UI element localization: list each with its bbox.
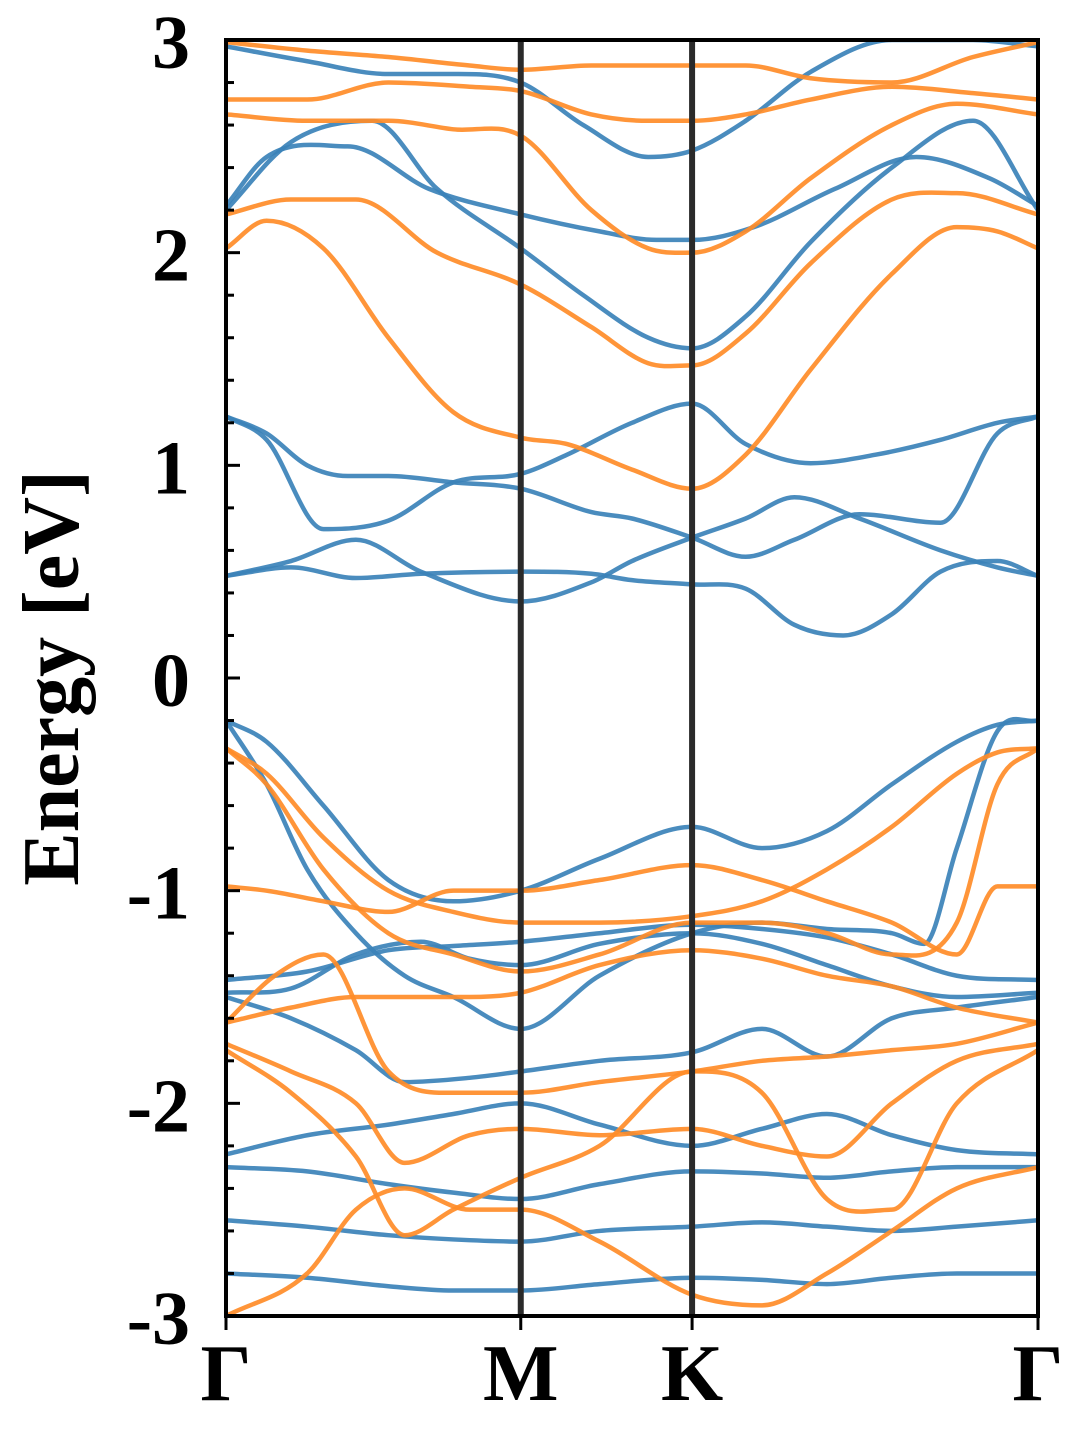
y-tick-label: -1 xyxy=(127,852,190,936)
band-line-orange-9 xyxy=(226,190,1038,369)
band-line-blue-7 xyxy=(226,40,1038,160)
x-tick-label: M xyxy=(483,1330,559,1418)
band-line-orange-27 xyxy=(226,1041,1038,1166)
x-tick-label: Γ xyxy=(201,1330,252,1418)
x-tick-label: Γ xyxy=(1013,1330,1064,1418)
band-line-blue-2 xyxy=(226,414,1038,560)
y-tick-label: -2 xyxy=(127,1064,190,1148)
band-line-orange-24 xyxy=(226,745,1038,974)
band-line-orange-29 xyxy=(226,1164,1038,1316)
band-line-blue-21 xyxy=(226,1271,1038,1293)
plot-frame xyxy=(224,38,1040,1318)
band-line-orange-8 xyxy=(226,218,1038,491)
y-axis-title: Energy [eV] xyxy=(8,470,96,885)
band-line-blue-13 xyxy=(226,718,1038,904)
band-line-orange-25 xyxy=(226,947,1038,1025)
band-line-orange-26 xyxy=(226,952,1038,1095)
band-line-blue-5 xyxy=(226,142,1038,243)
band-line-orange-22 xyxy=(226,745,1038,925)
x-tick-label: K xyxy=(661,1330,723,1418)
band-line-blue-17 xyxy=(226,994,1038,1085)
y-tick-label: -3 xyxy=(127,1277,190,1361)
band-line-blue-20 xyxy=(226,1218,1038,1244)
y-tick-label: 0 xyxy=(152,639,190,723)
band-line-blue-1 xyxy=(226,401,1038,532)
series-layer xyxy=(226,40,1038,1316)
y-axis-ticks: 3 2 1 0 -1 -2 -3 xyxy=(127,1,240,1361)
band-line-blue-15 xyxy=(226,922,1038,983)
band-line-blue-3 xyxy=(226,494,1038,604)
band-line-blue-14 xyxy=(226,716,1038,1032)
band-line-orange-28 xyxy=(226,1047,1038,1238)
band-line-orange-10 xyxy=(226,101,1038,256)
band-line-orange-11 xyxy=(226,80,1038,124)
y-tick-label: 3 xyxy=(152,1,190,85)
y-tick-label: 1 xyxy=(152,426,190,510)
y-tick-label: 2 xyxy=(152,214,190,298)
band-line-blue-4 xyxy=(226,558,1038,638)
band-line-orange-23 xyxy=(226,862,1038,957)
band-line-orange-12 xyxy=(226,40,1038,85)
high-symmetry-lines xyxy=(517,40,696,1316)
